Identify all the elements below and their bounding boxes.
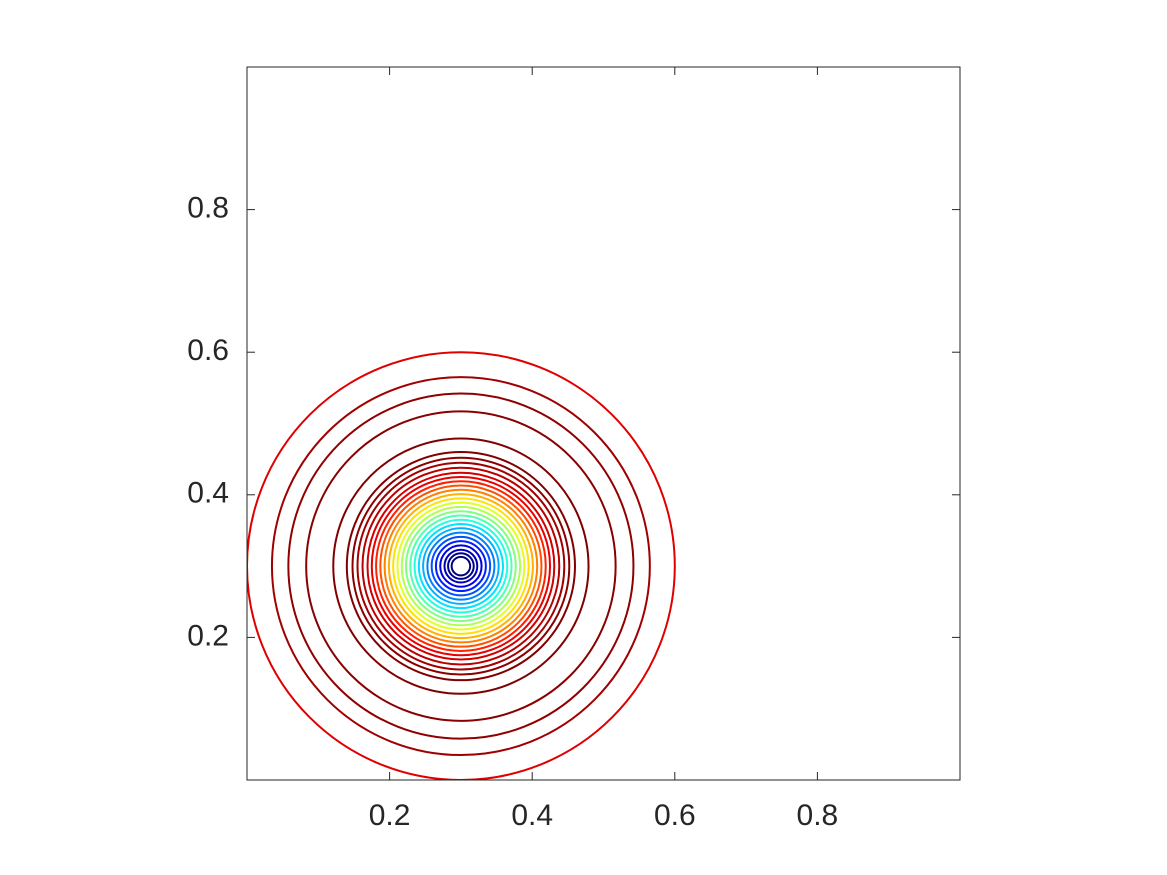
y-tick-label: 0.6: [187, 334, 229, 367]
contour-line: [409, 514, 513, 618]
contour-line: [450, 555, 472, 577]
contour-line: [396, 501, 526, 631]
y-tick-label: 0.2: [187, 619, 229, 652]
y-tick-label: 0.8: [187, 192, 229, 225]
contour-line: [287, 392, 635, 740]
contour-line: [434, 540, 487, 593]
contour-line: [370, 475, 552, 657]
x-tick-label: 0.8: [797, 799, 839, 832]
contour-line: [345, 451, 576, 682]
x-tick-label: 0.2: [369, 799, 411, 832]
contour-line: [270, 376, 651, 757]
y-tick-label: 0.4: [187, 477, 229, 510]
contour-line: [413, 518, 509, 614]
contour-line: [361, 466, 561, 666]
plot-area: [247, 351, 676, 780]
contour-line: [404, 510, 517, 623]
contour-line: [439, 544, 483, 588]
contour-line: [422, 527, 500, 605]
contour-line: [366, 471, 556, 661]
contour-line: [400, 505, 522, 627]
contour-line: [387, 493, 534, 640]
contour-line: [351, 456, 571, 676]
x-tick-label: 0.6: [654, 799, 696, 832]
axes-box: [246, 66, 961, 781]
contour-line: [305, 410, 617, 722]
contour-line: [447, 552, 475, 580]
contour-line: [332, 437, 590, 695]
contour-line: [379, 484, 543, 648]
x-tick-label: 0.4: [511, 799, 553, 832]
contour-line: [430, 535, 492, 597]
contour-line: [383, 488, 539, 644]
contour-line: [356, 461, 566, 671]
contour-line: [426, 531, 496, 601]
contour-line: [417, 523, 504, 610]
contour-line: [392, 497, 530, 635]
contour-line: [443, 548, 479, 584]
contour-line: [247, 351, 676, 780]
contour-line: [375, 480, 547, 652]
